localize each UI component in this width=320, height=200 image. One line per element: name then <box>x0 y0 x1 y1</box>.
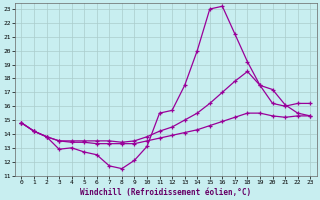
X-axis label: Windchill (Refroidissement éolien,°C): Windchill (Refroidissement éolien,°C) <box>80 188 252 197</box>
